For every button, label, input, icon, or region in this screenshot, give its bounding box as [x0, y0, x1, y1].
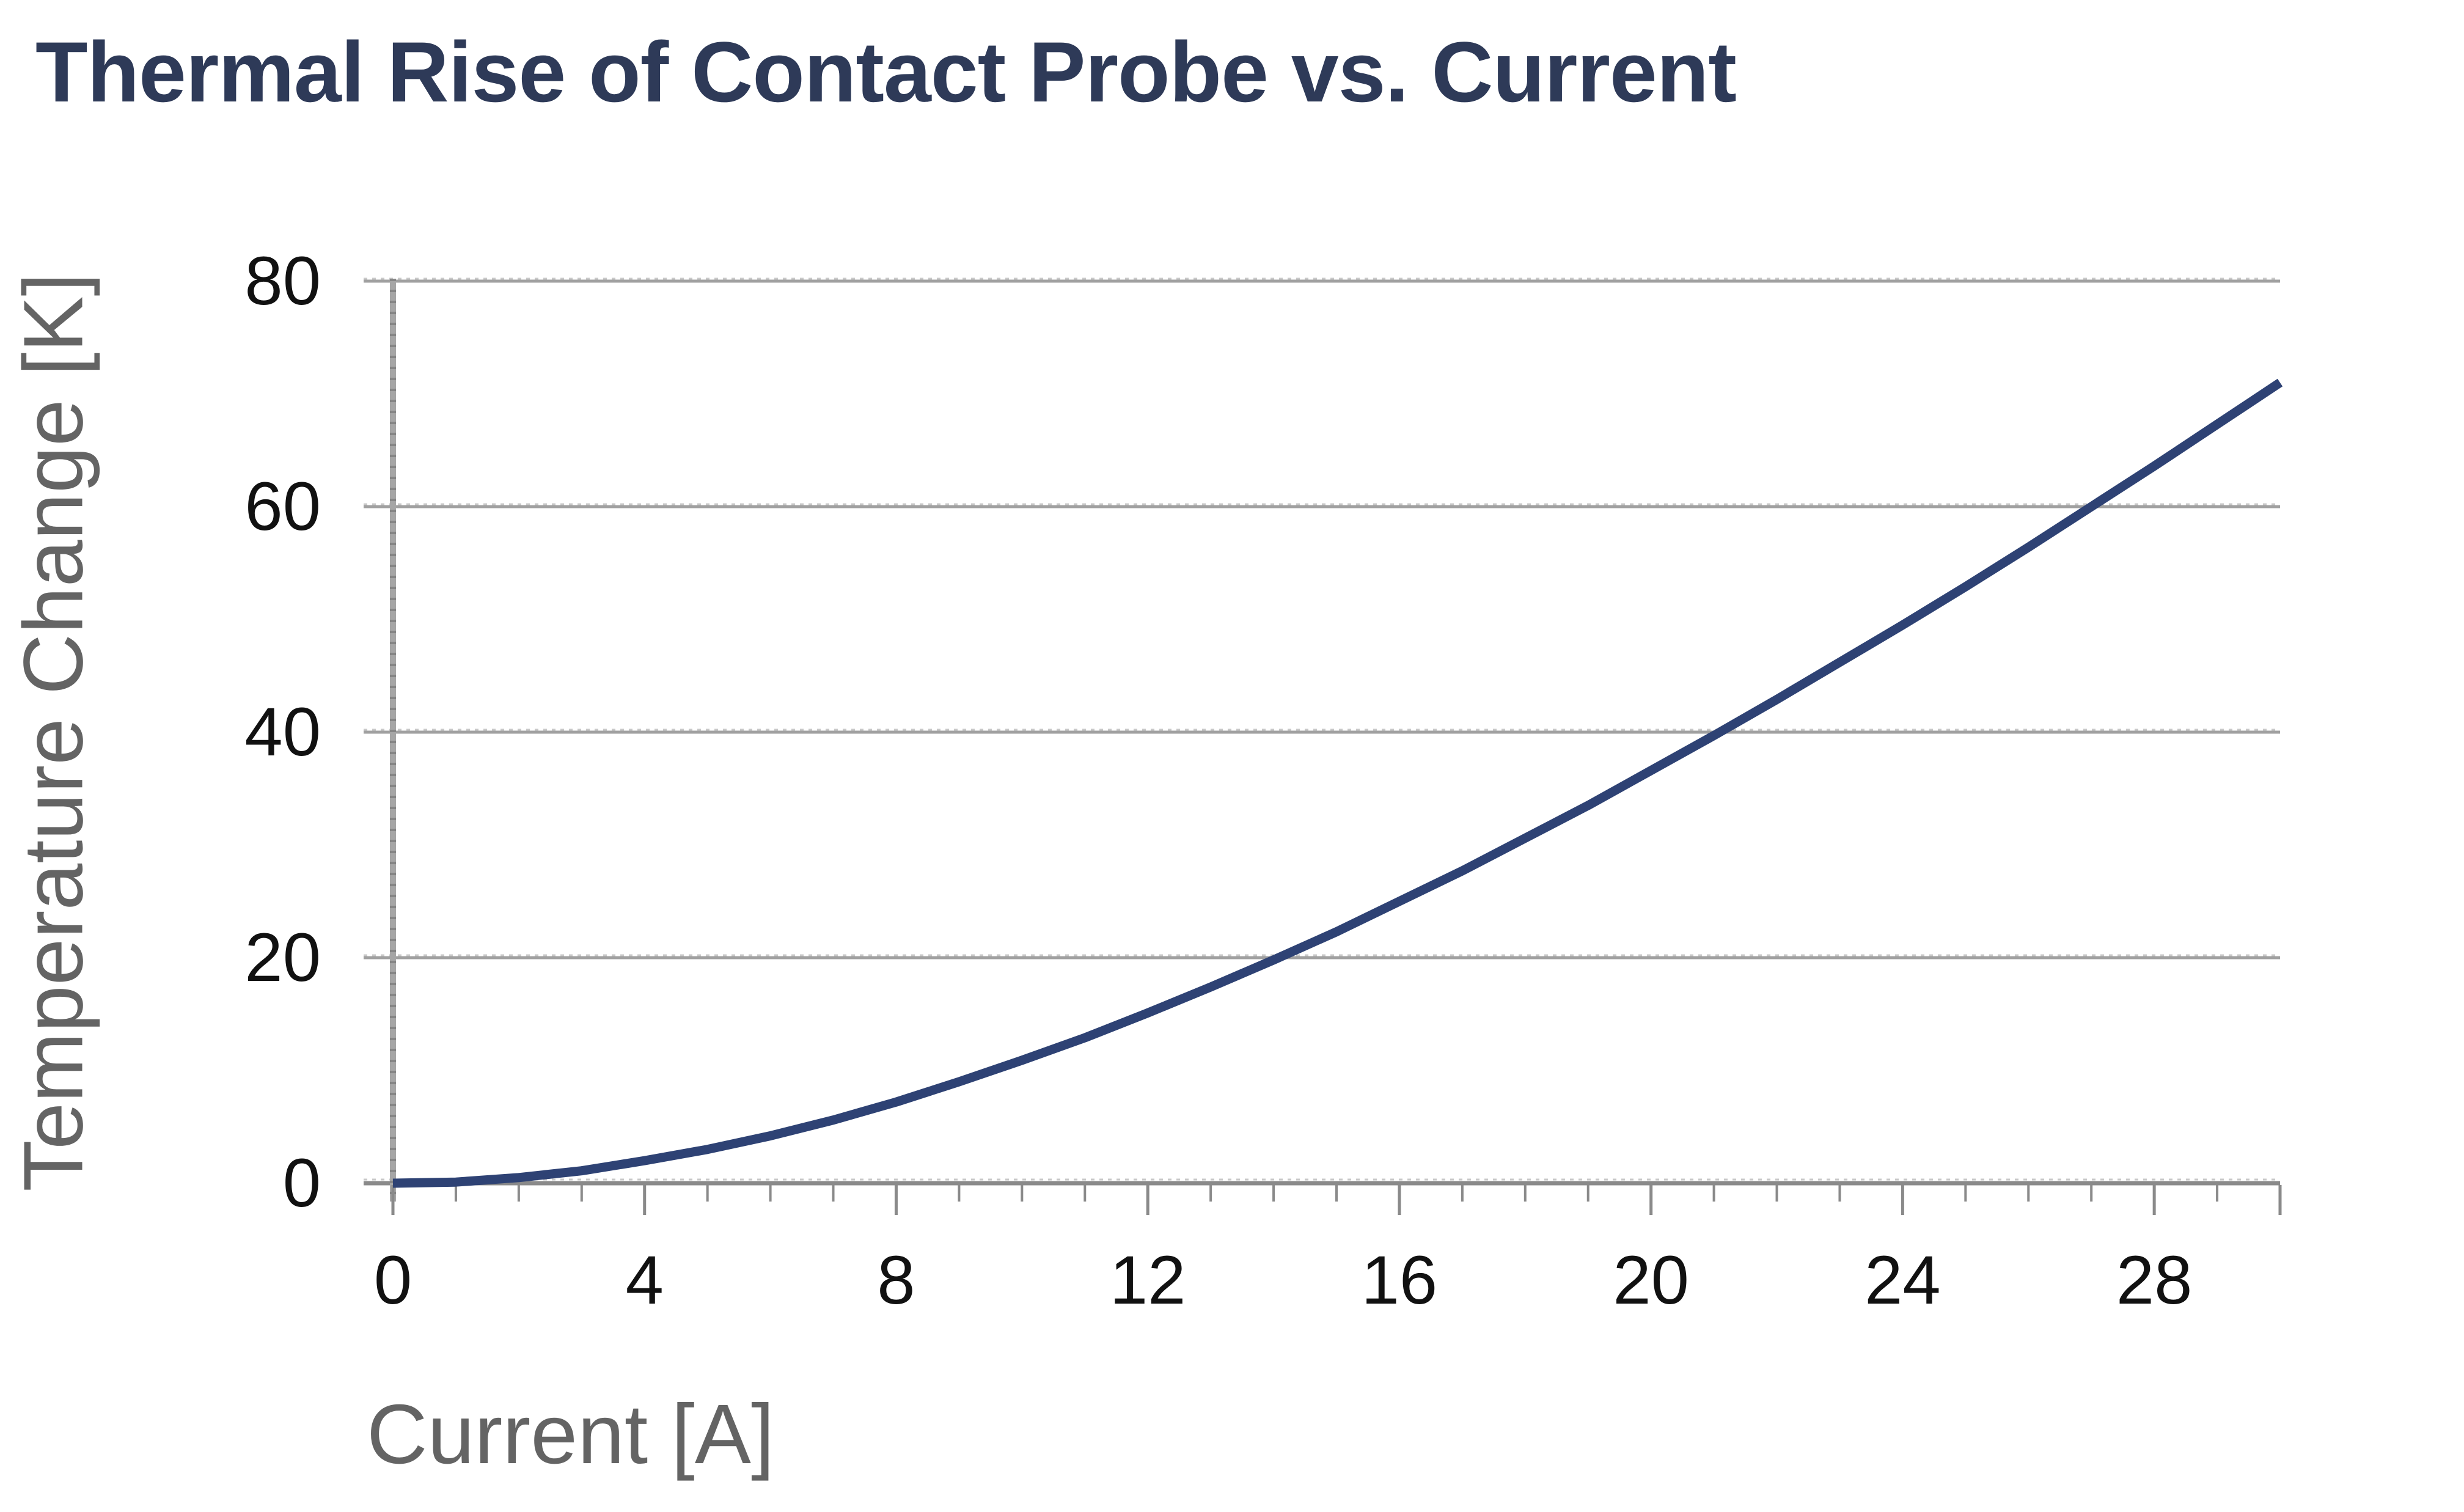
y-tick-label-40: 40	[244, 694, 321, 770]
axes	[364, 279, 2280, 1202]
gridlines	[364, 277, 2280, 960]
x-tick-label-12: 12	[1109, 1242, 1186, 1318]
y-tick-label-0: 0	[282, 1145, 321, 1221]
x-tick-label-0: 0	[373, 1242, 413, 1318]
x-tick-label-20: 20	[1613, 1242, 1689, 1318]
y-tick-label-20: 20	[244, 919, 321, 996]
y-tick-label-60: 60	[244, 468, 321, 545]
axis-ticks	[391, 1185, 2282, 1215]
x-tick-label-4: 4	[625, 1242, 664, 1318]
x-tick-label-8: 8	[877, 1242, 915, 1318]
x-tick-label-16: 16	[1361, 1242, 1438, 1318]
temperature-curve	[392, 378, 2283, 1188]
x-axis-title: Current [A]	[367, 1387, 775, 1481]
data-series	[392, 378, 2283, 1188]
chart-title: Thermal Rise of Contact Probe vs. Curren…	[35, 24, 1737, 120]
x-tick-label-24: 24	[1865, 1242, 1941, 1318]
x-tick-label-28: 28	[2116, 1242, 2193, 1318]
y-tick-label-80: 80	[244, 243, 321, 319]
